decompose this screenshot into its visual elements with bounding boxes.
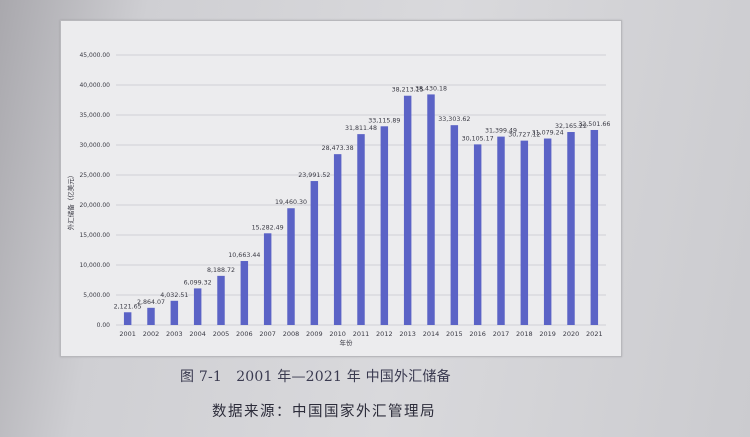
x-tick-label: 2018 [516,330,533,338]
bar-2020 [567,132,575,325]
bar-2005 [217,275,225,325]
y-tick-label: 20,000.00 [79,202,110,209]
data-label-2013: 38,213.15 [392,87,424,94]
data-label-2018: 30,727.12 [508,132,540,139]
y-tick-label: 5,000.00 [83,292,110,299]
x-tick-label: 2010 [329,330,346,338]
bar-2002 [147,307,155,325]
x-tick-label: 2004 [189,330,206,338]
x-tick-label: 2005 [213,330,230,338]
bar-2017 [497,136,505,325]
x-tick-label: 2020 [563,330,580,338]
bar-2003 [170,300,179,325]
y-tick-label: 15,000.00 [79,232,110,239]
bars [123,94,599,326]
y-tick-label: 35,000.00 [79,112,110,119]
bar-2009 [310,181,319,325]
x-tick-label: 2003 [166,330,183,338]
figure-caption: 图 7-1 2001 年—2021 年 中国外汇储备 [180,369,451,385]
data-label-2007: 15,282.49 [252,224,284,231]
data-label-2003: 4,032.51 [160,292,188,299]
x-axis-ticks: 2001 2002 2003 2004 2005 2006 2007 2008 2009 2010… [119,330,602,338]
bar-2012 [380,126,389,325]
bar-2021 [590,129,599,325]
x-tick-label: 2008 [283,330,300,338]
x-tick-label: 2001 [119,330,136,338]
data-labels: 2,121.652,864.074,032.51 6,099.32 8,188.72… [114,85,611,310]
x-tick-label: 2019 [539,330,556,338]
bar-2001 [123,312,132,325]
x-tick-label: 2002 [143,330,160,338]
bar-2010 [333,154,342,325]
bar-chart: 0.00 5,000.00 10,000.00 15,000.00 20,000.00 2… [66,52,611,347]
data-label-2017: 31,399.49 [485,128,517,135]
bar-2018 [520,140,529,325]
x-tick-label: 2015 [446,330,463,338]
bar-2019 [543,138,552,325]
data-source-note: 数据来源：中国国家外汇管理局 [212,404,436,420]
x-tick-label: 2016 [469,330,486,338]
x-tick-label: 2014 [423,330,440,338]
data-label-2006: 10,663.44 [228,252,260,259]
data-label-2016: 30,105.17 [462,135,494,142]
data-label-2020: 32,165.22 [555,123,587,130]
x-tick-label: 2011 [353,330,370,338]
data-label-2014: 38,430.18 [415,85,447,92]
bar-2013 [403,95,412,325]
y-tick-label: 45,000.00 [79,52,110,59]
data-label-2015: 33,303.62 [438,116,470,123]
data-label-2010: 28,473.38 [322,145,354,152]
data-label-2012: 33,115.89 [368,117,400,124]
bar-2008 [287,208,295,325]
bar-2016 [473,144,482,325]
data-label-2009: 23,991.52 [298,172,330,179]
x-axis-title: 年份 [340,338,354,347]
x-tick-label: 2013 [399,330,416,338]
data-label-2011: 31,811.48 [345,125,377,132]
data-label-2019: 31,079.24 [532,130,564,137]
y-tick-label: 0.00 [97,322,111,329]
y-tick-label: 30,000.00 [79,142,110,149]
x-tick-label: 2006 [236,330,253,338]
bar-2014 [427,94,435,326]
data-label-2005: 8,188.72 [207,267,235,274]
bar-2004 [193,288,202,325]
y-tick-label: 10,000.00 [79,262,110,269]
y-tick-label: 40,000.00 [79,82,110,89]
y-tick-label: 25,000.00 [79,172,110,179]
bar-2007 [263,233,272,325]
bar-2011 [357,134,365,325]
x-tick-label: 2021 [586,330,603,338]
data-label-2002: 2,864.07 [137,299,165,306]
data-label-2004: 6,099.32 [184,279,212,286]
y-axis-title: 外汇储备（亿美元） [66,172,75,231]
x-tick-label: 2009 [306,330,323,338]
chart-frame: 0.00 5,000.00 10,000.00 15,000.00 20,000.00 2… [60,20,622,357]
data-label-2001: 2,121.65 [114,303,142,310]
bar-2006 [240,261,249,325]
x-tick-label: 2007 [259,330,276,338]
data-label-2008: 19,460.30 [275,199,307,206]
y-axis-ticks: 0.00 5,000.00 10,000.00 15,000.00 20,000.00 2… [79,52,110,329]
x-tick-label: 2017 [493,330,510,338]
data-label-2021: 32,501.66 [578,121,610,128]
bar-2015 [450,125,459,325]
x-tick-label: 2012 [376,330,393,338]
